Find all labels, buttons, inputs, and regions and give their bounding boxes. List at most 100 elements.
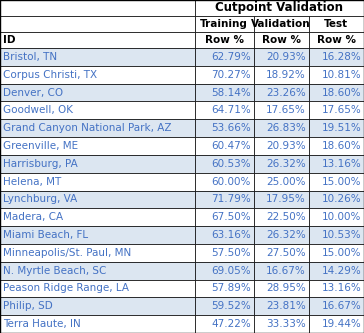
Text: 57.50%: 57.50% [211, 248, 251, 258]
Text: N. Myrtle Beach, SC: N. Myrtle Beach, SC [3, 266, 106, 276]
Text: 10.81%: 10.81% [321, 70, 361, 80]
Text: 18.60%: 18.60% [321, 88, 361, 98]
Text: Cutpoint Validation: Cutpoint Validation [215, 2, 343, 15]
Bar [254, 262, 309, 280]
Bar [254, 48, 309, 66]
Bar [309, 155, 364, 173]
Text: 16.28%: 16.28% [321, 52, 361, 62]
Bar [0, 173, 195, 190]
Bar [195, 137, 254, 155]
Text: Bristol, TN: Bristol, TN [3, 52, 57, 62]
Bar [309, 32, 364, 48]
Text: 33.33%: 33.33% [266, 319, 306, 329]
Bar [195, 155, 254, 173]
Text: Grand Canyon National Park, AZ: Grand Canyon National Park, AZ [3, 123, 171, 133]
Text: 26.32%: 26.32% [266, 230, 306, 240]
Text: 23.26%: 23.26% [266, 88, 306, 98]
Text: 13.16%: 13.16% [321, 159, 361, 169]
Bar [0, 84, 195, 102]
Text: Minneapolis/St. Paul, MN: Minneapolis/St. Paul, MN [3, 248, 131, 258]
Bar [0, 48, 195, 66]
Bar [0, 32, 195, 48]
Bar [195, 48, 254, 66]
Bar [195, 190, 254, 208]
Bar [254, 297, 309, 315]
Text: 10.00%: 10.00% [322, 212, 361, 222]
Text: 28.95%: 28.95% [266, 283, 306, 293]
Bar [254, 137, 309, 155]
Text: Philip, SD: Philip, SD [3, 301, 53, 311]
Text: 23.81%: 23.81% [266, 301, 306, 311]
Bar [309, 137, 364, 155]
Bar [309, 102, 364, 119]
Text: 10.26%: 10.26% [321, 194, 361, 204]
Text: Row %: Row % [317, 35, 356, 45]
Text: 67.50%: 67.50% [211, 212, 251, 222]
Text: 47.22%: 47.22% [211, 319, 251, 329]
Bar [195, 32, 254, 48]
Text: 16.67%: 16.67% [266, 266, 306, 276]
Text: Harrisburg, PA: Harrisburg, PA [3, 159, 78, 169]
Bar [309, 66, 364, 84]
Text: 18.60%: 18.60% [321, 141, 361, 151]
Bar [309, 48, 364, 66]
Text: 16.67%: 16.67% [321, 301, 361, 311]
Bar [309, 280, 364, 297]
Text: 62.79%: 62.79% [211, 52, 251, 62]
Text: 71.79%: 71.79% [211, 194, 251, 204]
Text: 19.44%: 19.44% [321, 319, 361, 329]
Bar [254, 226, 309, 244]
Text: Row %: Row % [262, 35, 301, 45]
Bar [309, 119, 364, 137]
Bar [309, 173, 364, 190]
Bar [254, 173, 309, 190]
Bar [309, 297, 364, 315]
Text: 58.14%: 58.14% [211, 88, 251, 98]
Text: ID: ID [3, 35, 15, 45]
Text: Terra Haute, IN: Terra Haute, IN [3, 319, 81, 329]
Bar [309, 262, 364, 280]
Bar [0, 262, 195, 280]
Text: 17.65%: 17.65% [266, 105, 306, 115]
Text: 63.16%: 63.16% [211, 230, 251, 240]
Text: Row %: Row % [205, 35, 244, 45]
Bar [195, 280, 254, 297]
Bar [0, 315, 195, 333]
Text: Goodwell, OK: Goodwell, OK [3, 105, 73, 115]
Bar [195, 297, 254, 315]
Text: Test: Test [324, 19, 348, 29]
Bar [0, 244, 195, 262]
Text: 27.50%: 27.50% [266, 248, 306, 258]
Text: 26.83%: 26.83% [266, 123, 306, 133]
Text: Denver, CO: Denver, CO [3, 88, 63, 98]
Text: 57.89%: 57.89% [211, 283, 251, 293]
Text: 18.92%: 18.92% [266, 70, 306, 80]
Text: Greenville, ME: Greenville, ME [3, 141, 78, 151]
Bar [254, 119, 309, 137]
Bar [195, 226, 254, 244]
Bar [254, 208, 309, 226]
Text: 20.93%: 20.93% [266, 141, 306, 151]
Bar [309, 16, 364, 32]
Bar [0, 226, 195, 244]
Text: Madera, CA: Madera, CA [3, 212, 63, 222]
Bar [195, 0, 364, 16]
Text: 13.16%: 13.16% [321, 283, 361, 293]
Text: Helena, MT: Helena, MT [3, 176, 61, 186]
Bar [0, 0, 195, 16]
Bar [195, 208, 254, 226]
Bar [0, 297, 195, 315]
Bar [195, 84, 254, 102]
Text: Corpus Christi, TX: Corpus Christi, TX [3, 70, 97, 80]
Bar [254, 155, 309, 173]
Bar [0, 137, 195, 155]
Text: 70.27%: 70.27% [211, 70, 251, 80]
Text: 60.47%: 60.47% [211, 141, 251, 151]
Text: 15.00%: 15.00% [321, 176, 361, 186]
Text: 19.51%: 19.51% [321, 123, 361, 133]
Bar [195, 173, 254, 190]
Bar [0, 66, 195, 84]
Text: 17.65%: 17.65% [321, 105, 361, 115]
Text: 14.29%: 14.29% [321, 266, 361, 276]
Text: Validation: Validation [252, 19, 311, 29]
